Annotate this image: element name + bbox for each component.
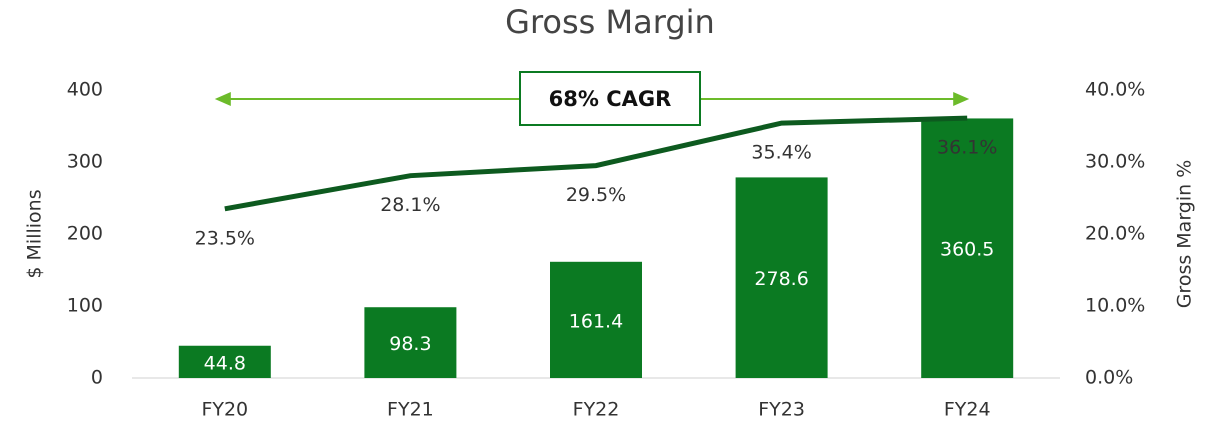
y2-tick-label: 40.0%	[1085, 79, 1145, 101]
arrow-head	[214, 92, 231, 106]
y2-tick-label: 10.0%	[1085, 295, 1145, 317]
bar-value-label: 360.5	[940, 239, 994, 261]
line-value-label: 29.5%	[566, 184, 626, 206]
bar-value-label: 44.8	[204, 352, 246, 374]
bar	[921, 118, 1014, 378]
line-value-label: 36.1%	[937, 137, 997, 159]
bar-value-label: 278.6	[754, 268, 808, 290]
y-tick-label: 400	[67, 79, 103, 101]
x-tick-label: FY21	[387, 399, 434, 421]
x-tick-label: FY23	[758, 399, 805, 421]
x-tick-label: FY20	[201, 399, 248, 421]
annotation: 68% CAGR	[549, 87, 672, 111]
line-value-label: 28.1%	[380, 194, 440, 216]
y-tick-label: 300	[67, 151, 103, 173]
arrow-head	[953, 92, 970, 106]
y-tick-label: 100	[67, 295, 103, 317]
bar-value-label: 98.3	[389, 333, 431, 355]
y2-tick-label: 0.0%	[1085, 367, 1133, 389]
y-axis-label: $ Millions	[24, 189, 46, 278]
annotation-box	[519, 71, 701, 126]
bar-value-label: 161.4	[569, 310, 623, 332]
bar	[364, 307, 457, 378]
bar	[550, 261, 642, 378]
bar	[178, 345, 271, 378]
bar	[735, 177, 828, 378]
line	[224, 115, 968, 212]
y2-axis-label: Gross Margin %	[1174, 160, 1196, 309]
chart-title: Gross Margin	[505, 3, 715, 41]
line-value-label: 35.4%	[751, 142, 811, 164]
y2-tick-label: 30.0%	[1085, 151, 1145, 173]
y2-tick-label: 20.0%	[1085, 223, 1145, 245]
x-tick-label: FY22	[573, 399, 620, 421]
x-tick-label: FY24	[944, 399, 991, 421]
y-tick-label: 200	[67, 223, 103, 245]
y-tick-label: 0	[91, 367, 103, 389]
line-value-label: 23.5%	[195, 227, 255, 249]
